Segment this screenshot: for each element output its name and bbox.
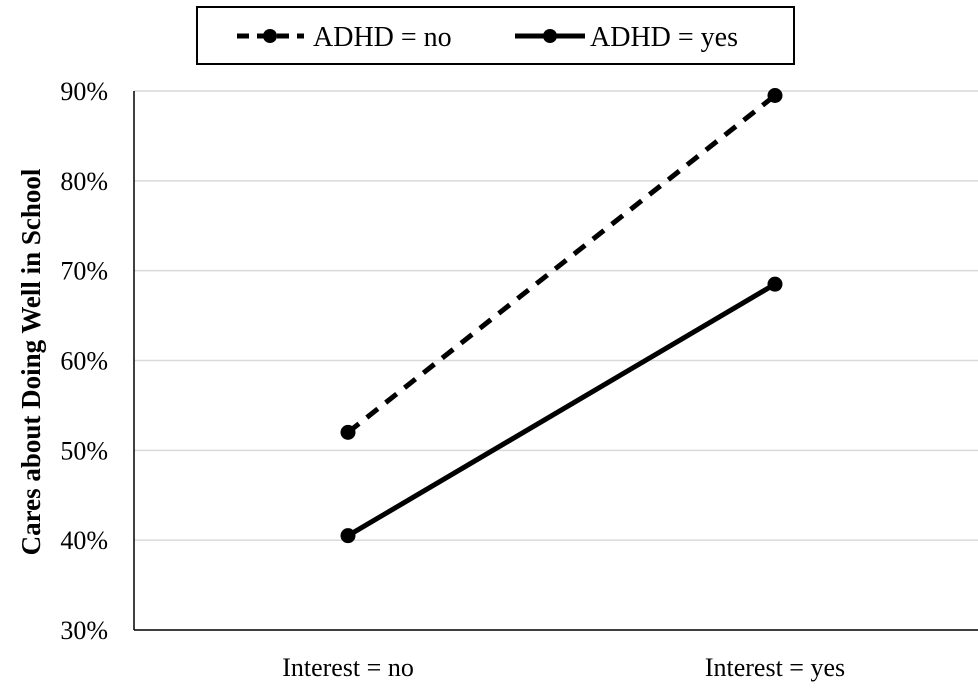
y-tick-label: 50% [60,436,108,465]
y-tick-label: 80% [60,167,108,196]
legend-label-adhd-no: ADHD = no [313,22,452,53]
y-tick-label: 60% [60,347,108,376]
y-axis-title: Cares about Doing Well in School [16,168,46,555]
y-tick-label: 40% [60,526,108,555]
axes [133,91,978,631]
legend-label-adhd-yes: ADHD = yes [590,22,738,53]
gridlines [134,90,978,541]
series-adhd-yes [340,276,783,544]
series-line [346,281,777,538]
data-point-marker [340,528,356,544]
legend-marker-adhd-yes [543,29,557,43]
data-point-marker [767,276,783,292]
legend: ADHD = no ADHD = yes [196,6,795,65]
y-tick-label: 30% [60,616,108,645]
legend-box [196,6,795,65]
series-adhd-no [340,87,783,440]
x-axis-categories: Interest = no Interest = yes [282,653,845,682]
x-category-label: Interest = no [282,653,414,682]
legend-entry-adhd-no: ADHD = no [237,22,452,53]
data-point-marker [767,87,783,103]
series-layer [340,87,783,544]
y-tick-label: 90% [60,77,108,106]
legend-marker-adhd-no [263,29,277,43]
legend-entry-adhd-yes: ADHD = yes [515,22,738,53]
y-axis-ticks: 30% 40% 50% 60% 70% 80% 90% [60,77,108,645]
y-tick-label: 70% [60,257,108,286]
data-point-marker [340,424,356,440]
x-category-label: Interest = yes [705,653,845,682]
series-line [346,93,777,435]
